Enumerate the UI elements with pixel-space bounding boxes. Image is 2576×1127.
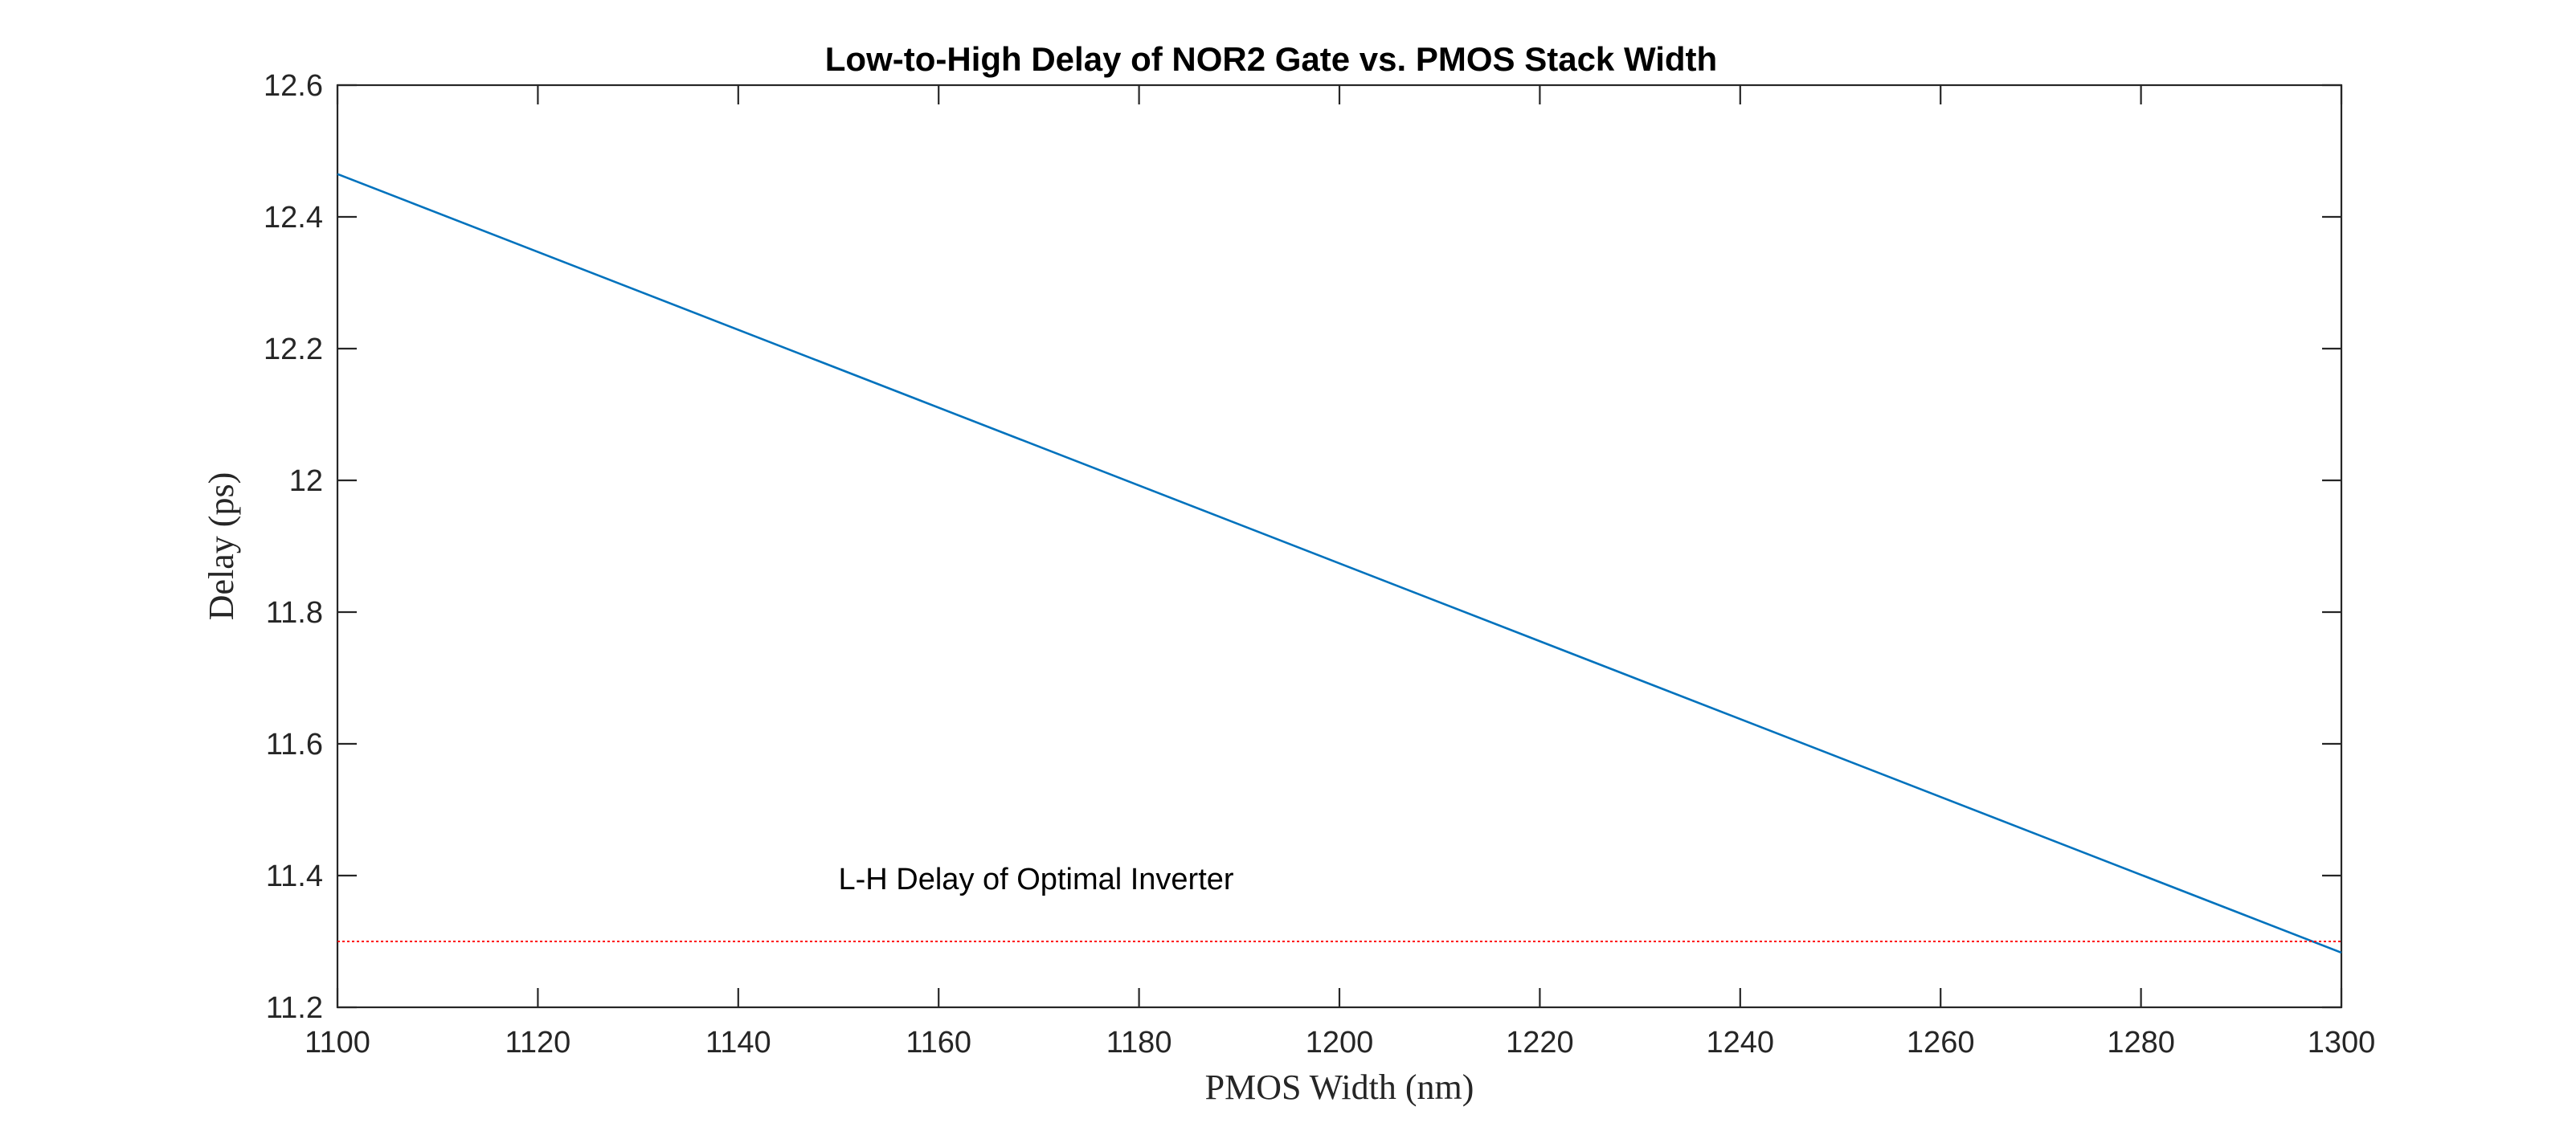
x-tick-label: 1220 bbox=[1506, 1026, 1574, 1060]
plot-area bbox=[336, 84, 2343, 1009]
chart-title: Low-to-High Delay of NOR2 Gate vs. PMOS … bbox=[825, 40, 1717, 78]
x-tick-label: 1300 bbox=[2308, 1026, 2376, 1060]
y-tick-label: 11.4 bbox=[266, 860, 323, 893]
y-tick-label: 12.6 bbox=[264, 69, 323, 103]
series-layer bbox=[337, 173, 2342, 954]
plot-area-frame bbox=[336, 84, 2343, 1009]
series-line bbox=[337, 173, 2342, 954]
y-tick-label: 11.6 bbox=[266, 728, 323, 762]
x-tick-label: 1280 bbox=[2107, 1026, 2175, 1060]
x-tick-label: 1200 bbox=[1306, 1026, 1374, 1060]
y-tick-label: 12 bbox=[289, 464, 323, 498]
x-tick-label: 1160 bbox=[906, 1026, 971, 1060]
x-tick-label: 1180 bbox=[1106, 1026, 1172, 1060]
x-axis-label: PMOS Width (nm) bbox=[1205, 1068, 1474, 1107]
annotation-label: L-H Delay of Optimal Inverter bbox=[839, 863, 1234, 896]
x-tick-label: 1140 bbox=[705, 1026, 771, 1060]
y-tick-label: 11.2 bbox=[266, 991, 323, 1025]
x-tick-label: 1240 bbox=[1707, 1026, 1775, 1060]
y-axis: 11.2 11.4 11.6 11.8 12 12.2 12.4 12.6 bbox=[264, 69, 2341, 1025]
y-tick-label: 12.2 bbox=[264, 333, 323, 366]
y-tick-label: 12.4 bbox=[264, 201, 323, 235]
x-tick-label: 1100 bbox=[305, 1026, 370, 1060]
annotation-layer: L-H Delay of Optimal Inverter bbox=[839, 863, 1234, 896]
y-axis-label: Delay (ps) bbox=[202, 472, 241, 621]
x-tick-label: 1260 bbox=[1907, 1026, 1975, 1060]
x-axis: 1100 1120 1140 1160 1180 1200 1220 1240 1260 1280… bbox=[305, 85, 2375, 1060]
x-tick-label: 1120 bbox=[505, 1026, 571, 1060]
y-tick-label: 11.8 bbox=[266, 596, 323, 630]
